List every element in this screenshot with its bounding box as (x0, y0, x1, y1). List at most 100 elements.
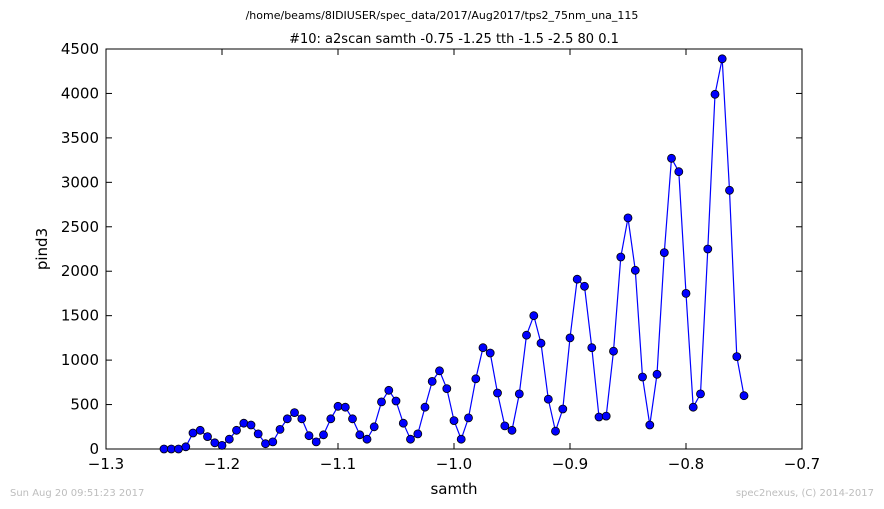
data-point (623, 213, 633, 223)
data-point (456, 434, 466, 444)
data-point (188, 428, 198, 438)
data-point (413, 429, 423, 439)
y-tick-label: 1500 (61, 307, 99, 325)
data-point (377, 397, 386, 407)
data-point (514, 389, 524, 399)
data-point (572, 274, 582, 284)
data-point (275, 424, 285, 434)
x-tick-label: −0.7 (784, 455, 820, 473)
data-point (500, 421, 510, 431)
file-path-header: /home/beams/8IDIUSER/spec_data/2017/Aug2… (246, 9, 639, 22)
y-tick-label: 1000 (61, 351, 99, 369)
data-point (268, 437, 278, 447)
plot-frame (105, 48, 803, 450)
y-tick-label: 3500 (61, 129, 99, 147)
data-point (522, 330, 531, 340)
data-point (667, 153, 676, 163)
x-tick-label: −1.0 (436, 455, 472, 473)
data-point (638, 372, 647, 382)
data-point (297, 414, 307, 424)
data-point (710, 89, 720, 99)
footer-credit: spec2nexus, (C) 2014-2017 (735, 488, 874, 499)
data-point (449, 416, 459, 426)
data-point (645, 420, 655, 430)
plot-axes: −1.3 −1.2 −1.1 −1.0 −0.9 −0.8 −0.7 0 500 1000 1500… (61, 40, 820, 473)
data-point (587, 343, 597, 353)
data-point (355, 430, 365, 440)
data-point (485, 348, 495, 358)
y-tick-label: 2500 (61, 218, 99, 236)
footer-timestamp: Sun Aug 20 09:51:23 2017 (10, 488, 145, 499)
y-tick-label: 4000 (61, 84, 99, 102)
data-point (551, 426, 560, 436)
data-point (261, 439, 270, 449)
data-point (659, 248, 669, 258)
data-point (580, 281, 589, 291)
data-point (217, 440, 227, 450)
x-tick-label: −1.2 (204, 455, 240, 473)
data-point (239, 418, 249, 428)
data-point (703, 244, 713, 254)
x-tick-label: −0.9 (552, 455, 588, 473)
x-tick-label: −0.8 (668, 455, 704, 473)
data-point (406, 434, 415, 444)
y-tick-label: 4500 (61, 40, 99, 58)
data-point (203, 432, 212, 442)
data-point (696, 389, 705, 399)
data-point (609, 346, 618, 356)
y-tick-label: 3000 (61, 173, 99, 191)
data-point (420, 402, 430, 412)
data-point (601, 411, 611, 421)
data-point (290, 408, 299, 418)
data-point (246, 420, 256, 430)
data-point (427, 376, 437, 386)
x-axis-label: samth (430, 480, 477, 498)
y-tick-label: 500 (70, 396, 99, 414)
data-point (340, 402, 350, 412)
data-point (717, 54, 727, 64)
data-point (333, 401, 343, 411)
data-point (362, 434, 372, 444)
data-point (543, 394, 553, 404)
data-point (630, 265, 640, 275)
data-point (681, 288, 691, 298)
data-point (594, 412, 604, 422)
data-point (384, 385, 394, 395)
data-point (304, 431, 314, 441)
data-point (529, 311, 539, 321)
data-point (369, 422, 379, 432)
series-layer (159, 54, 749, 454)
data-point (311, 437, 321, 447)
data-point (442, 384, 452, 394)
data-point (565, 333, 575, 343)
data-point (536, 338, 546, 348)
data-point (507, 425, 517, 435)
data-point (159, 444, 169, 454)
data-point (181, 442, 191, 452)
data-point (478, 343, 488, 353)
data-point (652, 369, 662, 379)
x-tick-label: −1.3 (88, 455, 124, 473)
data-point (232, 425, 241, 435)
data-point (435, 366, 444, 376)
data-point (348, 414, 357, 424)
y-axis-label: pind3 (33, 228, 51, 270)
data-point (732, 352, 742, 362)
axis-ticks (105, 48, 803, 450)
data-point (319, 430, 328, 440)
data-point (210, 438, 220, 448)
data-point (224, 434, 234, 444)
data-point (558, 404, 568, 414)
axis-tick-labels: −1.3 −1.2 −1.1 −1.0 −0.9 −0.8 −0.7 0 500 1000 1500… (61, 40, 820, 473)
data-point (398, 418, 408, 428)
data-point (688, 402, 698, 412)
data-point (282, 414, 292, 424)
data-point (471, 374, 481, 384)
data-point (326, 414, 336, 424)
x-tick-label: −1.1 (320, 455, 356, 473)
y-tick-label: 2000 (61, 262, 99, 280)
data-point (174, 444, 183, 454)
y-tick-label: 0 (89, 440, 99, 458)
data-point (464, 413, 473, 423)
